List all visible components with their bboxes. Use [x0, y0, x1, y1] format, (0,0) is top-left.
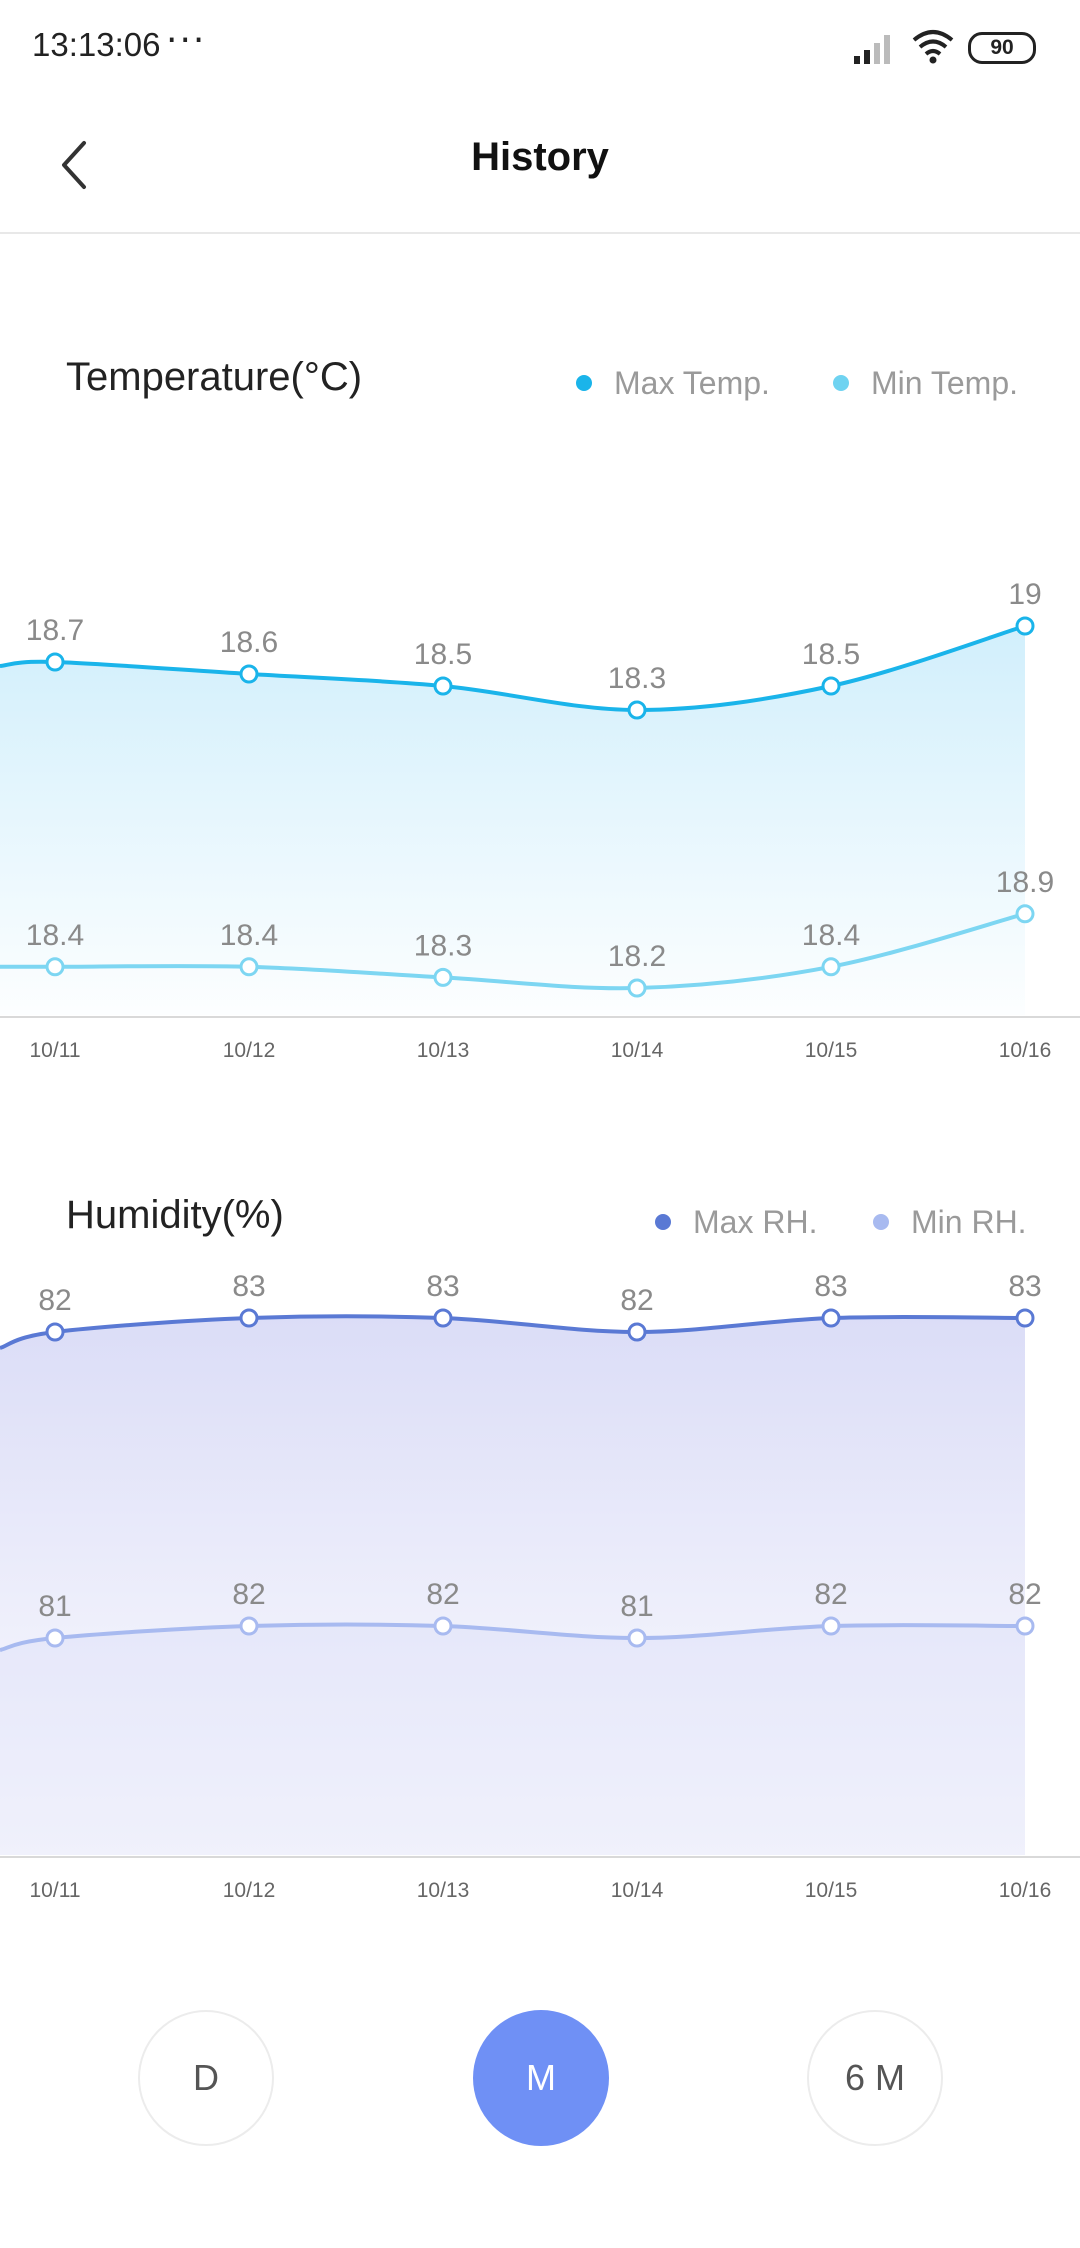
rh-x-tick-2: 10/13 [417, 1879, 470, 1902]
status-bar: 13:13:06 ··· 90 [0, 0, 1080, 95]
temp-point-min-0 [45, 957, 65, 977]
temp-point-max-5 [1015, 616, 1035, 636]
range-six-month-button[interactable]: 6 M [807, 2010, 943, 2146]
legend-min-rh: Min RH. [873, 1204, 1027, 1241]
rh-value-label-max-4: 83 [814, 1270, 847, 1303]
temp-point-min-2 [433, 967, 453, 987]
rh-point-max-4 [821, 1308, 841, 1328]
temp-value-label-min-1: 18.4 [220, 919, 278, 952]
wifi-icon [912, 30, 954, 64]
temp-value-label-max-3: 18.3 [608, 662, 666, 695]
temp-value-label-min-5: 18.9 [996, 866, 1054, 899]
temp-point-max-1 [239, 664, 259, 684]
temp-value-label-max-0: 18.7 [26, 614, 84, 647]
temp-value-label-min-2: 18.3 [414, 929, 472, 962]
page-title: History [471, 135, 609, 179]
legend-max-rh-label: Max RH. [693, 1204, 818, 1240]
legend-min-rh-dot [873, 1213, 889, 1230]
temp-x-tick-5: 10/16 [999, 1039, 1052, 1062]
temp-point-max-2 [433, 676, 453, 696]
rh-value-label-max-5: 83 [1008, 1270, 1041, 1303]
more-notifications-icon: ··· [166, 20, 207, 61]
temp-point-min-1 [239, 957, 259, 977]
temp-value-label-max-2: 18.5 [414, 638, 472, 671]
range-day-button[interactable]: D [138, 2010, 274, 2146]
temp-point-min-4 [821, 957, 841, 977]
temp-x-tick-2: 10/13 [417, 1039, 470, 1062]
chevron-left-icon [62, 141, 86, 189]
rh-x-tick-1: 10/12 [223, 1879, 276, 1902]
rh-value-label-min-1: 82 [232, 1578, 265, 1611]
temp-x-tick-0: 10/11 [30, 1039, 81, 1062]
temp-point-min-5 [1015, 904, 1035, 924]
rh-point-max-5 [1015, 1308, 1035, 1328]
temp-value-label-min-4: 18.4 [802, 919, 860, 952]
rh-x-tick-0: 10/11 [30, 1879, 81, 1902]
temp-x-tick-1: 10/12 [223, 1039, 276, 1062]
temp-point-max-0 [45, 652, 65, 672]
rh-value-label-min-5: 82 [1008, 1578, 1041, 1611]
temp-value-label-min-0: 18.4 [26, 919, 84, 952]
app-header: History [0, 95, 1080, 234]
temp-value-label-max-4: 18.5 [802, 638, 860, 671]
humidity-chart-title: Humidity(%) [66, 1193, 284, 1237]
rh-value-label-min-2: 82 [426, 1578, 459, 1611]
rh-point-min-3 [627, 1628, 647, 1648]
legend-max-temp: Max Temp. [576, 365, 770, 402]
legend-min-rh-label: Min RH. [911, 1204, 1027, 1240]
legend-max-rh-dot [655, 1213, 671, 1230]
rh-point-min-2 [433, 1616, 453, 1636]
temp-value-label-max-5: 19 [1008, 578, 1041, 611]
rh-area-fill [0, 1316, 1025, 1855]
legend-min-temp-dot [833, 374, 849, 391]
rh-value-label-min-0: 81 [38, 1590, 71, 1623]
rh-value-label-max-1: 83 [232, 1270, 265, 1303]
rh-point-min-0 [45, 1628, 65, 1648]
rh-value-label-min-3: 81 [620, 1590, 653, 1623]
battery-indicator: 90 [968, 32, 1036, 64]
rh-x-tick-4: 10/15 [805, 1879, 858, 1902]
status-time: 13:13:06 [32, 26, 161, 63]
rh-value-label-max-3: 82 [620, 1284, 653, 1317]
rh-point-min-5 [1015, 1616, 1035, 1636]
temp-point-min-3 [627, 978, 647, 998]
temp-value-label-min-3: 18.2 [608, 940, 666, 973]
signal-icon [854, 35, 890, 64]
rh-point-max-0 [45, 1322, 65, 1342]
rh-value-label-min-4: 82 [814, 1578, 847, 1611]
legend-min-temp: Min Temp. [833, 365, 1018, 402]
range-month-button[interactable]: M [473, 2010, 609, 2146]
temp-x-tick-4: 10/15 [805, 1039, 858, 1062]
temp-point-max-4 [821, 676, 841, 696]
temp-x-tick-3: 10/14 [611, 1039, 664, 1062]
rh-point-max-2 [433, 1308, 453, 1328]
temp-value-label-max-1: 18.6 [220, 626, 278, 659]
rh-area-fill-min [0, 1624, 1025, 1855]
rh-point-max-1 [239, 1308, 259, 1328]
temp-series-line-min [0, 911, 1026, 991]
temp-area-fill [0, 626, 1025, 1015]
rh-value-label-max-2: 83 [426, 1270, 459, 1303]
rh-point-max-3 [627, 1322, 647, 1342]
legend-max-temp-label: Max Temp. [614, 365, 770, 401]
rh-value-label-max-0: 82 [38, 1284, 71, 1317]
back-button[interactable] [50, 135, 110, 195]
legend-min-temp-label: Min Temp. [871, 365, 1019, 401]
temperature-chart: 18.7 18.6 18.5 18.3 18.5 19 18.4 18.4 18.3 18.2 18… [0, 578, 1080, 1062]
temperature-chart-title: Temperature(°C) [66, 355, 363, 399]
temp-point-max-3 [627, 700, 647, 720]
rh-x-tick-5: 10/16 [999, 1879, 1052, 1902]
legend-max-rh: Max RH. [655, 1204, 817, 1241]
rh-x-tick-3: 10/14 [611, 1879, 664, 1902]
rh-point-min-1 [239, 1616, 259, 1636]
legend-max-temp-dot [576, 374, 592, 391]
rh-point-min-4 [821, 1616, 841, 1636]
humidity-chart: 82 83 83 82 83 83 81 82 82 81 82 82 10/11 10/12 10/13 1… [0, 1270, 1080, 1902]
